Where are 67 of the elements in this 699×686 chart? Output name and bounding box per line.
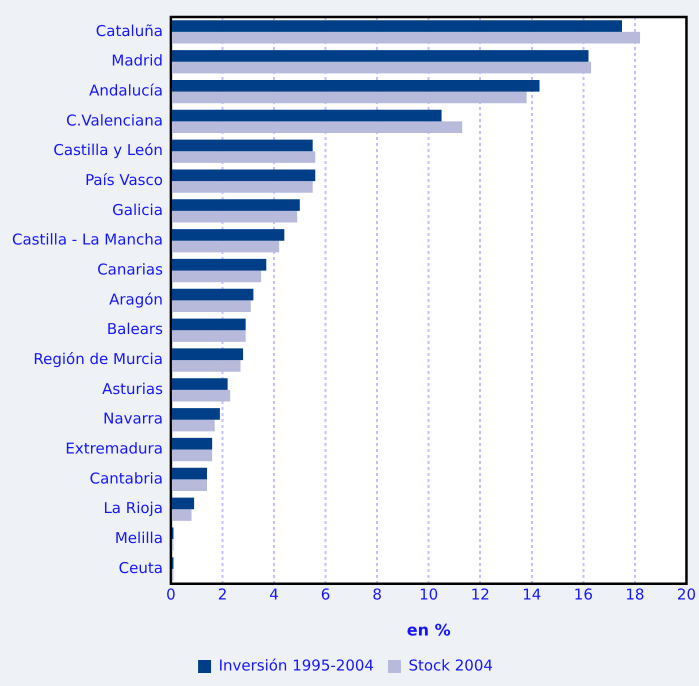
y-tick-label: Asturias	[102, 380, 164, 398]
bar	[172, 509, 192, 521]
bar	[172, 50, 589, 62]
bar	[172, 330, 246, 342]
y-tick-label: C.Valenciana	[66, 111, 163, 130]
x-tick-label: 12	[470, 586, 490, 604]
bar	[172, 20, 622, 32]
bar	[172, 300, 251, 312]
bar	[172, 270, 262, 282]
y-tick-label: Castilla y León	[53, 141, 163, 160]
bar	[172, 92, 527, 104]
x-tick-label: 2	[218, 586, 228, 604]
x-tick-label: 0	[166, 586, 176, 604]
bar	[172, 390, 230, 402]
x-tick-label: 16	[574, 586, 593, 604]
bar	[172, 32, 640, 44]
bar	[172, 80, 540, 92]
bar	[172, 408, 220, 420]
bar	[172, 318, 246, 330]
bar	[172, 169, 316, 182]
bar	[172, 420, 215, 432]
x-tick-label: 18	[625, 586, 644, 604]
y-tick-label: Castilla - La Mancha	[12, 230, 163, 249]
x-tick-label: 14	[522, 586, 542, 604]
bar	[172, 199, 300, 211]
bar	[172, 210, 298, 223]
legend-label: Inversión 1995-2004	[218, 656, 374, 674]
y-tick-label: Cantabria	[90, 469, 163, 488]
bar	[172, 360, 241, 372]
y-tick-label: Balears	[106, 320, 164, 338]
x-tick-label: 4	[269, 586, 279, 604]
y-tick-label: Canarias	[97, 260, 164, 278]
y-tick-label: La Rioja	[103, 499, 163, 518]
bar	[172, 151, 316, 163]
bar	[172, 181, 313, 193]
bar	[172, 438, 212, 450]
y-tick-label: Ceuta	[118, 558, 163, 577]
bar	[172, 348, 244, 360]
bar	[172, 378, 228, 390]
y-tick-label: Melilla	[114, 528, 163, 547]
x-tick-label: 6	[320, 586, 330, 604]
bar	[172, 110, 442, 122]
bar	[172, 229, 284, 241]
y-tick-label: Navarra	[103, 410, 163, 428]
bar	[172, 62, 592, 74]
bar	[172, 240, 280, 252]
y-tick-label: Andalucía	[89, 81, 163, 100]
bar	[172, 468, 207, 480]
legend-label: Stock 2004	[408, 656, 493, 674]
x-tick-label: 8	[372, 586, 382, 604]
y-tick-label: País Vasco	[85, 170, 163, 189]
y-tick-label: Aragón	[109, 290, 163, 308]
bar	[172, 479, 207, 492]
y-tick-label: Extremadura	[65, 439, 163, 458]
y-tick-label: Cataluña	[96, 22, 163, 40]
bar	[172, 258, 266, 271]
x-tick-label: 20	[676, 586, 696, 604]
bar	[172, 450, 212, 462]
bar	[172, 140, 313, 152]
x-tick-label: 10	[419, 586, 438, 604]
y-tick-label: Galicia	[112, 200, 163, 219]
x-axis-title: en %	[406, 620, 451, 640]
bar	[172, 121, 462, 134]
bar	[172, 498, 194, 510]
y-tick-label: Madrid	[111, 52, 163, 70]
bar	[172, 288, 254, 300]
y-tick-label: Región de Murcia	[33, 350, 163, 368]
